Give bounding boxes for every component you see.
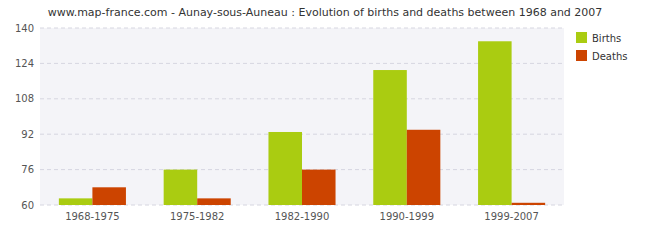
y-tick-label: 60 xyxy=(21,200,34,211)
bar xyxy=(197,198,231,205)
bar xyxy=(407,130,441,205)
x-tick-label: 1999-2007 xyxy=(484,211,539,222)
bar xyxy=(59,198,93,205)
bar xyxy=(373,70,407,205)
bar xyxy=(268,132,302,205)
chart-svg: 60 76 92 108 124 140 1968-1975 1975-1982 1982-19… xyxy=(0,0,650,229)
bar xyxy=(164,170,198,205)
grid-line xyxy=(40,28,564,29)
legend-label: Births xyxy=(592,33,621,44)
x-tick-label: 1990-1999 xyxy=(380,211,435,222)
chart-container: 60 76 92 108 124 140 1968-1975 1975-1982 1982-19… xyxy=(0,0,650,229)
legend-swatch xyxy=(576,32,587,43)
y-axis: 60 76 92 108 124 140 xyxy=(15,23,34,211)
x-axis: 1968-1975 1975-1982 1982-1990 1990-1999 1999… xyxy=(65,211,539,222)
bar xyxy=(512,203,546,205)
legend-swatch xyxy=(576,50,587,61)
y-grid xyxy=(40,28,564,205)
bar xyxy=(478,41,512,205)
bar xyxy=(302,170,336,205)
plot-background xyxy=(40,28,564,205)
bars xyxy=(59,41,545,205)
y-tick-label: 76 xyxy=(21,164,34,175)
y-tick-label: 108 xyxy=(15,93,34,104)
y-tick-label: 124 xyxy=(15,58,34,69)
bar xyxy=(92,187,126,205)
x-tick-label: 1982-1990 xyxy=(275,211,330,222)
x-tick-label: 1975-1982 xyxy=(170,211,225,222)
legend-label: Deaths xyxy=(592,51,627,62)
x-tick-label: 1968-1975 xyxy=(65,211,120,222)
legend: Births Deaths xyxy=(576,32,627,62)
y-tick-label: 140 xyxy=(15,23,34,34)
title: www.map-france.com - Aunay-sous-Auneau :… xyxy=(48,6,603,19)
y-tick-label: 92 xyxy=(21,129,34,140)
